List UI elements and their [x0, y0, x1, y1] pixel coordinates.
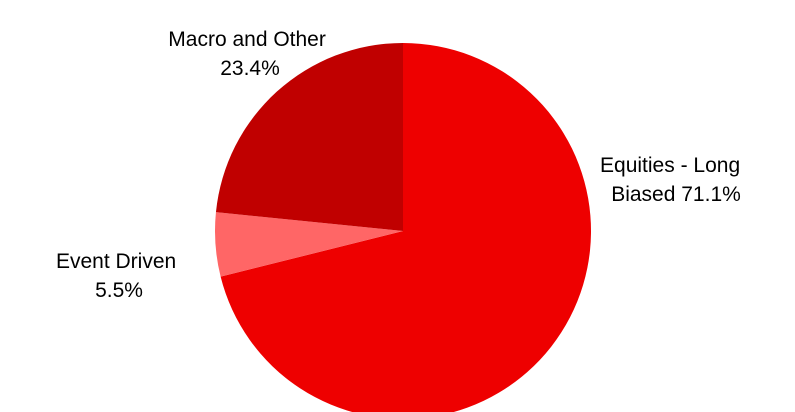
slice-equities-long-biased	[220, 43, 592, 412]
slice-label-event-driven-line2: 5.5%	[95, 279, 143, 302]
slice-label-event-driven-line1: Event Driven	[56, 250, 176, 273]
slice-labels: Equities - Long Biased 71.1% Event Drive…	[56, 28, 746, 302]
slice-event-driven	[215, 212, 403, 277]
slice-label-equities-line2: Biased 71.1%	[611, 183, 741, 206]
slice-label-event-driven: Event Driven 5.5%	[56, 250, 182, 302]
pie-slices	[215, 43, 592, 412]
slice-label-macro: Macro and Other 23.4%	[168, 28, 331, 80]
slice-label-macro-line2: 23.4%	[220, 57, 280, 80]
slice-label-equities-line1: Equities - Long	[600, 154, 740, 177]
slice-macro-and-other	[215, 43, 403, 231]
slice-label-equities: Equities - Long Biased 71.1%	[600, 154, 746, 206]
slice-label-macro-line1: Macro and Other	[168, 28, 326, 51]
